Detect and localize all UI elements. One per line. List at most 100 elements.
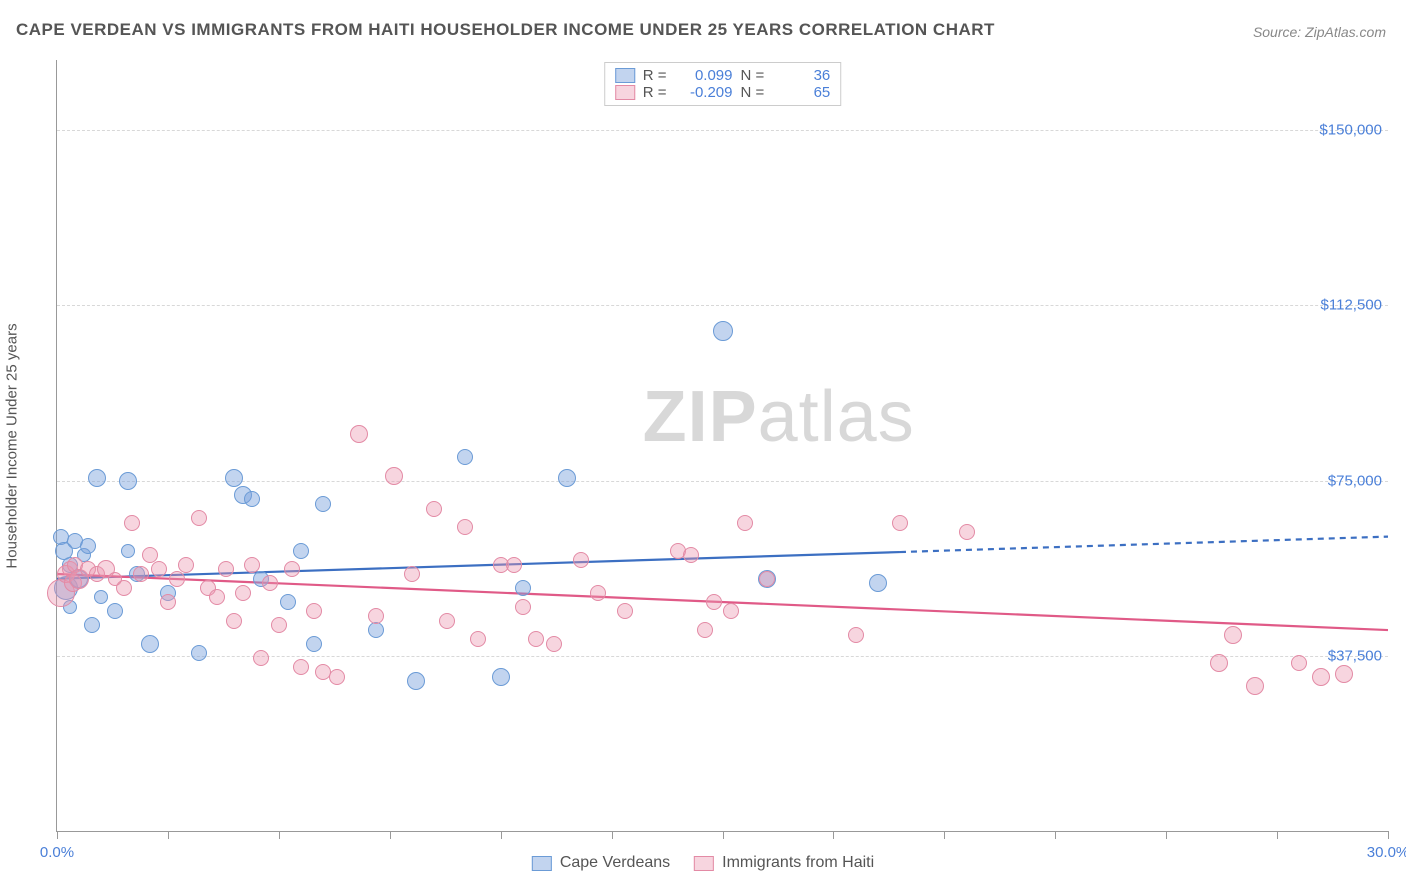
data-point (315, 496, 331, 512)
x-tick (1166, 831, 1167, 839)
legend-stats: R = 0.099 N = 36 R = -0.209 N = 65 (604, 62, 842, 106)
legend-stats-row: R = -0.209 N = 65 (615, 84, 831, 101)
x-tick (501, 831, 502, 839)
data-point (404, 566, 420, 582)
r-value-series2: -0.209 (675, 84, 733, 101)
data-point (506, 557, 522, 573)
data-point (225, 469, 243, 487)
data-point (191, 510, 207, 526)
data-point (350, 425, 368, 443)
n-label: N = (741, 67, 765, 84)
trend-lines (57, 60, 1388, 831)
data-point (141, 635, 159, 653)
y-tick-label: $75,000 (1328, 472, 1382, 489)
data-point (1210, 654, 1228, 672)
data-point (848, 627, 864, 643)
data-point (573, 552, 589, 568)
data-point (492, 668, 510, 686)
x-label-max: 30.0% (1367, 844, 1406, 861)
x-tick (944, 831, 945, 839)
watermark-bold: ZIP (643, 377, 758, 457)
data-point (869, 574, 887, 592)
x-tick (612, 831, 613, 839)
data-point (528, 631, 544, 647)
r-label: R = (643, 67, 667, 84)
legend-item-series2: Immigrants from Haiti (694, 854, 874, 872)
data-point (470, 631, 486, 647)
legend-stats-row: R = 0.099 N = 36 (615, 67, 831, 84)
legend-swatch-series2 (615, 85, 635, 100)
x-tick (1388, 831, 1389, 839)
data-point (191, 645, 207, 661)
data-point (271, 617, 287, 633)
y-axis-title: Householder Income Under 25 years (4, 323, 21, 568)
data-point (697, 622, 713, 638)
data-point (439, 613, 455, 629)
data-point (1312, 668, 1330, 686)
y-tick-label: $37,500 (1328, 647, 1382, 664)
x-tick (833, 831, 834, 839)
data-point (759, 571, 775, 587)
data-point (515, 599, 531, 615)
data-point (94, 590, 108, 604)
legend-swatch-series1 (615, 68, 635, 83)
data-point (737, 515, 753, 531)
x-tick (390, 831, 391, 839)
legend-series: Cape Verdeans Immigrants from Haiti (532, 854, 874, 872)
data-point (262, 575, 278, 591)
data-point (959, 524, 975, 540)
data-point (119, 472, 137, 490)
n-value-series2: 65 (772, 84, 830, 101)
data-point (515, 580, 531, 596)
x-tick (1055, 831, 1056, 839)
data-point (617, 603, 633, 619)
watermark-light: atlas (758, 377, 915, 457)
chart-title: CAPE VERDEAN VS IMMIGRANTS FROM HAITI HO… (16, 20, 995, 40)
x-tick (723, 831, 724, 839)
data-point (151, 561, 167, 577)
data-point (107, 603, 123, 619)
data-point (116, 580, 132, 596)
data-point (558, 469, 576, 487)
data-point (280, 594, 296, 610)
data-point (457, 449, 473, 465)
data-point (892, 515, 908, 531)
data-point (329, 669, 345, 685)
data-point (84, 617, 100, 633)
data-point (178, 557, 194, 573)
data-point (1246, 677, 1264, 695)
x-tick (57, 831, 58, 839)
legend-swatch-series2 (694, 856, 714, 871)
data-point (284, 561, 300, 577)
data-point (407, 672, 425, 690)
data-point (293, 543, 309, 559)
y-tick-label: $150,000 (1319, 122, 1382, 139)
data-point (1291, 655, 1307, 671)
data-point (426, 501, 442, 517)
n-label: N = (741, 84, 765, 101)
data-point (235, 585, 251, 601)
data-point (80, 538, 96, 554)
data-point (121, 544, 135, 558)
data-point (160, 594, 176, 610)
legend-swatch-series1 (532, 856, 552, 871)
data-point (306, 603, 322, 619)
data-point (124, 515, 140, 531)
x-tick (279, 831, 280, 839)
data-point (368, 608, 384, 624)
data-point (368, 622, 384, 638)
plot-area: ZIPatlas R = 0.099 N = 36 R = -0.209 N =… (56, 60, 1388, 832)
data-point (706, 594, 722, 610)
r-label: R = (643, 84, 667, 101)
legend-item-series1: Cape Verdeans (532, 854, 670, 872)
gridline (57, 481, 1388, 482)
data-point (385, 467, 403, 485)
source-label: Source: ZipAtlas.com (1253, 24, 1386, 40)
data-point (244, 557, 260, 573)
data-point (218, 561, 234, 577)
data-point (133, 566, 149, 582)
watermark: ZIPatlas (643, 376, 915, 458)
data-point (713, 321, 733, 341)
data-point (546, 636, 562, 652)
x-tick (168, 831, 169, 839)
